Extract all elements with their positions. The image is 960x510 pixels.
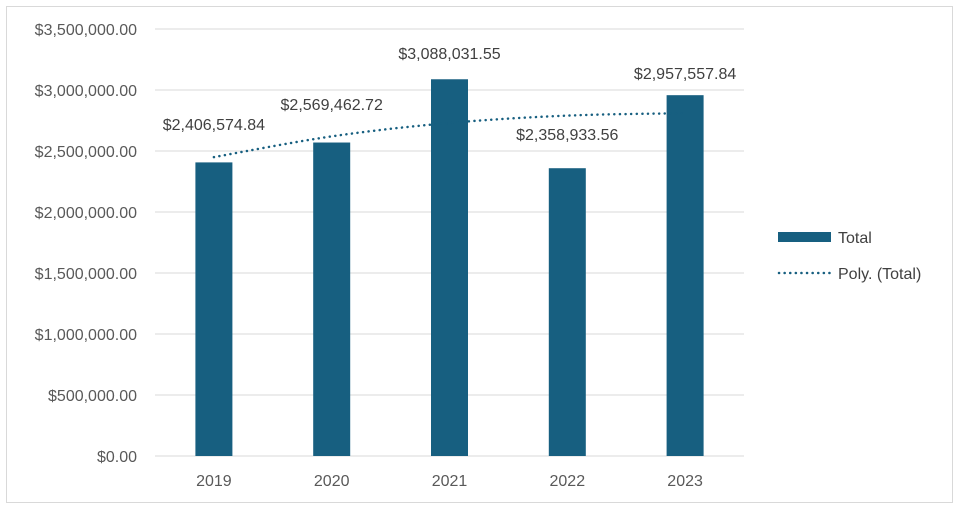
bar-2022 (548, 168, 586, 457)
trendline-path (212, 111, 687, 159)
y-tick-label: $1,000,000.00 (35, 327, 137, 344)
y-axis-ticks: $0.00 $500,000.00 $1,000,000.00 $1,500,000.… (35, 22, 137, 466)
x-tick-label: 2019 (196, 473, 232, 490)
x-tick-label: 2023 (667, 473, 703, 490)
y-tick-label: $1,500,000.00 (35, 266, 137, 283)
data-label-2021: $3,088,031.55 (398, 46, 500, 63)
bar-2019 (195, 162, 233, 456)
bar-2020 (313, 142, 351, 456)
legend-label-total: Total (838, 230, 872, 247)
data-labels: $2,406,574.84 $2,569,462.72 $3,088,031.55 $… (163, 46, 737, 144)
y-tick-label: $500,000.00 (48, 388, 137, 405)
data-label-2023: $2,957,557.84 (634, 66, 736, 83)
legend: Total Poly. (Total) (777, 230, 921, 283)
x-tick-label: 2022 (550, 473, 586, 490)
chart-frame (6, 6, 953, 503)
y-tick-label: $2,000,000.00 (35, 205, 137, 222)
bar-2023 (666, 95, 704, 456)
trendline (212, 111, 687, 159)
y-tick-label: $0.00 (97, 449, 137, 466)
x-axis-ticks: 2019 2020 2021 2022 2023 (196, 473, 703, 490)
bars (195, 79, 704, 457)
y-tick-label: $3,500,000.00 (35, 22, 137, 39)
legend-swatch-total (778, 232, 831, 242)
legend-label-poly-total: Poly. (Total) (838, 266, 921, 283)
data-label-2022: $2,358,933.56 (516, 127, 618, 144)
bar-2021 (431, 79, 468, 457)
x-tick-label: 2020 (314, 473, 350, 490)
x-tick-label: 2021 (432, 473, 468, 490)
data-label-2020: $2,569,462.72 (281, 97, 383, 114)
y-tick-label: $3,000,000.00 (35, 83, 137, 100)
y-tick-label: $2,500,000.00 (35, 144, 137, 161)
data-label-2019: $2,406,574.84 (163, 117, 265, 134)
